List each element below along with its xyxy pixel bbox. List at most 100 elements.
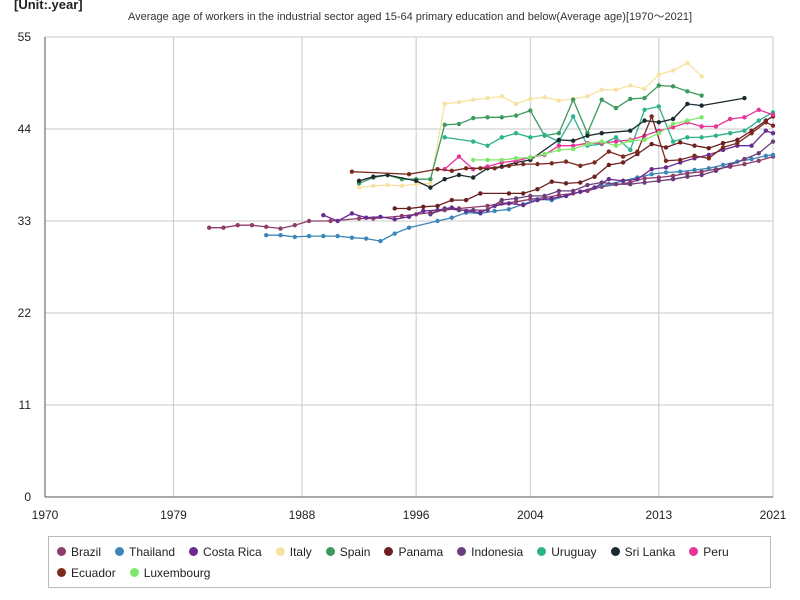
legend-label: Peru	[703, 544, 729, 559]
data-point-sri-lanka	[642, 118, 647, 123]
data-point-italy	[599, 87, 604, 92]
data-point-italy	[699, 74, 704, 79]
data-point-spain	[670, 84, 676, 89]
data-point-costa-rica	[578, 189, 583, 194]
data-point-italy	[685, 60, 690, 66]
series-line-indonesia	[430, 140, 774, 215]
data-point-ecuador	[478, 166, 483, 171]
data-point-luxembourg	[513, 156, 519, 161]
data-point-costa-rica	[478, 210, 483, 215]
legend-label: Thailand	[129, 544, 176, 559]
legend-swatch	[189, 547, 199, 556]
axes: 0 11 22 33 44 55 1970 1979 1988 1996 2004 2013 2021	[18, 30, 787, 522]
data-point-italy	[542, 95, 547, 100]
legend-item-spain: Spain	[325, 541, 370, 562]
legend-swatch	[129, 568, 139, 577]
data-point-uruguay	[542, 132, 547, 138]
data-point-panama	[578, 180, 583, 185]
data-point-thailand	[392, 231, 397, 236]
legend-item-ecuador: Ecuador	[57, 562, 116, 583]
data-point-ecuador	[563, 159, 569, 164]
y-tick-label: 22	[18, 306, 32, 320]
data-point-luxembourg	[642, 137, 647, 143]
series	[206, 60, 776, 244]
data-point-italy	[456, 100, 462, 105]
data-point-italy	[656, 72, 662, 77]
data-point-italy	[642, 86, 647, 92]
data-point-ecuador	[506, 163, 512, 168]
data-point-ecuador	[349, 169, 355, 174]
data-point-sri-lanka	[442, 176, 447, 182]
data-point-spain	[570, 97, 576, 102]
data-point-ecuador	[592, 160, 597, 165]
data-point-thailand	[749, 156, 754, 162]
data-point-costa-rica	[392, 217, 397, 222]
data-point-uruguay	[628, 147, 633, 153]
data-point-spain	[556, 130, 562, 136]
data-point-costa-rica	[549, 196, 554, 201]
data-point-thailand	[770, 152, 776, 158]
data-point-luxembourg	[528, 155, 533, 160]
data-point-panama	[649, 141, 654, 147]
data-point-spain	[599, 97, 604, 102]
x-tick-label: 1979	[160, 508, 187, 522]
data-point-panama	[535, 187, 540, 192]
data-point-indonesia	[570, 188, 576, 194]
data-point-luxembourg	[542, 151, 547, 157]
data-point-italy	[428, 181, 433, 186]
data-point-ecuador	[492, 166, 497, 171]
data-point-ecuador	[649, 114, 654, 119]
data-point-spain	[456, 121, 462, 127]
data-point-costa-rica	[520, 202, 526, 208]
unit-label: [Unit:.year]	[14, 0, 83, 12]
legend-item-luxembourg: Luxembourg	[129, 562, 210, 583]
data-point-peru	[770, 112, 776, 117]
legend-swatch	[384, 547, 394, 556]
data-point-thailand	[349, 235, 355, 240]
data-point-costa-rica	[592, 185, 597, 190]
data-point-spain	[628, 96, 633, 102]
data-point-costa-rica	[563, 193, 569, 199]
data-point-peru	[570, 143, 576, 148]
data-point-panama	[663, 145, 669, 150]
y-tick-label: 11	[19, 398, 32, 412]
data-point-spain	[442, 122, 447, 128]
legend-swatch	[537, 547, 547, 556]
data-point-sri-lanka	[599, 130, 604, 136]
data-point-italy	[485, 95, 490, 101]
data-point-spain	[499, 115, 504, 120]
data-point-brazil	[756, 158, 761, 163]
data-point-uruguay	[513, 130, 519, 136]
y-tick-label: 33	[18, 214, 32, 228]
data-point-panama	[692, 143, 697, 148]
data-point-brazil	[699, 169, 704, 174]
data-point-costa-rica	[620, 178, 626, 184]
data-point-luxembourg	[613, 143, 619, 148]
data-point-costa-rica	[663, 165, 669, 170]
x-tick-label: 2004	[517, 508, 544, 522]
data-point-sri-lanka	[356, 178, 362, 184]
data-point-ecuador	[763, 120, 769, 125]
legend-label: Ecuador	[71, 565, 116, 580]
data-point-sri-lanka	[742, 95, 747, 101]
data-point-uruguay	[727, 130, 733, 136]
data-point-italy	[556, 98, 562, 103]
data-point-brazil	[221, 225, 226, 230]
data-point-ecuador	[678, 157, 683, 163]
data-point-sri-lanka	[556, 137, 562, 143]
data-point-costa-rica	[749, 143, 754, 148]
data-point-costa-rica	[463, 208, 469, 214]
data-point-spain	[656, 83, 662, 88]
data-point-brazil	[356, 216, 362, 221]
data-point-costa-rica	[649, 166, 654, 172]
data-point-thailand	[663, 170, 669, 175]
data-point-indonesia	[770, 139, 776, 144]
data-point-brazil	[513, 199, 519, 204]
data-point-spain	[699, 93, 704, 98]
data-point-spain	[513, 113, 519, 118]
data-point-panama	[463, 197, 469, 203]
y-tick-label: 0	[24, 490, 31, 504]
data-point-indonesia	[713, 168, 719, 174]
data-point-italy	[513, 101, 519, 107]
data-point-costa-rica	[349, 211, 355, 216]
